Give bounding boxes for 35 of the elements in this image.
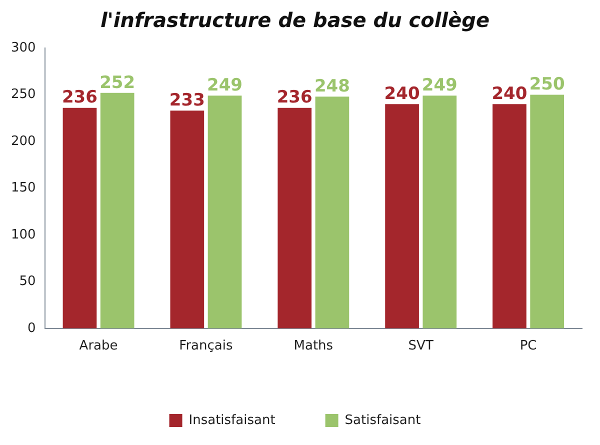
- y-tick-label: 300: [10, 40, 36, 56]
- x-tick-label: SVT: [408, 338, 434, 354]
- data-label: 249: [422, 76, 458, 96]
- bar: [208, 96, 242, 328]
- x-tick-label: PC: [520, 338, 537, 354]
- data-label: 240: [384, 84, 420, 104]
- data-label: 250: [529, 74, 565, 95]
- y-tick-label: 50: [19, 274, 36, 290]
- bar: [170, 110, 204, 328]
- bar: [422, 96, 457, 328]
- y-tick-label: 250: [10, 87, 36, 102]
- data-label: 248: [314, 76, 350, 97]
- data-label: 252: [100, 72, 136, 93]
- y-tick-label: 200: [10, 134, 36, 149]
- bar: [385, 104, 419, 328]
- y-tick-label: 100: [10, 227, 36, 242]
- bar: [315, 96, 350, 328]
- chart-title: l'infrastructure de base du collège: [100, 8, 490, 32]
- legend-label: Satisfaisant: [344, 412, 421, 428]
- data-label: 233: [169, 90, 205, 111]
- data-label: 240: [492, 84, 528, 104]
- data-label: 236: [276, 88, 312, 108]
- bar: [100, 92, 134, 328]
- data-label: 249: [207, 76, 243, 96]
- x-tick-label: Arabe: [79, 338, 118, 354]
- x-tick-label: Maths: [294, 338, 334, 354]
- y-tick-label: 0: [28, 320, 36, 336]
- bar: [530, 94, 564, 328]
- y-tick-label: 150: [10, 180, 36, 196]
- bar: [492, 104, 526, 328]
- bar: [278, 108, 312, 328]
- legend-label: Insatisfaisant: [188, 412, 276, 428]
- x-tick-label: Français: [179, 338, 233, 354]
- data-label: 236: [62, 88, 98, 108]
- bar: [62, 108, 97, 328]
